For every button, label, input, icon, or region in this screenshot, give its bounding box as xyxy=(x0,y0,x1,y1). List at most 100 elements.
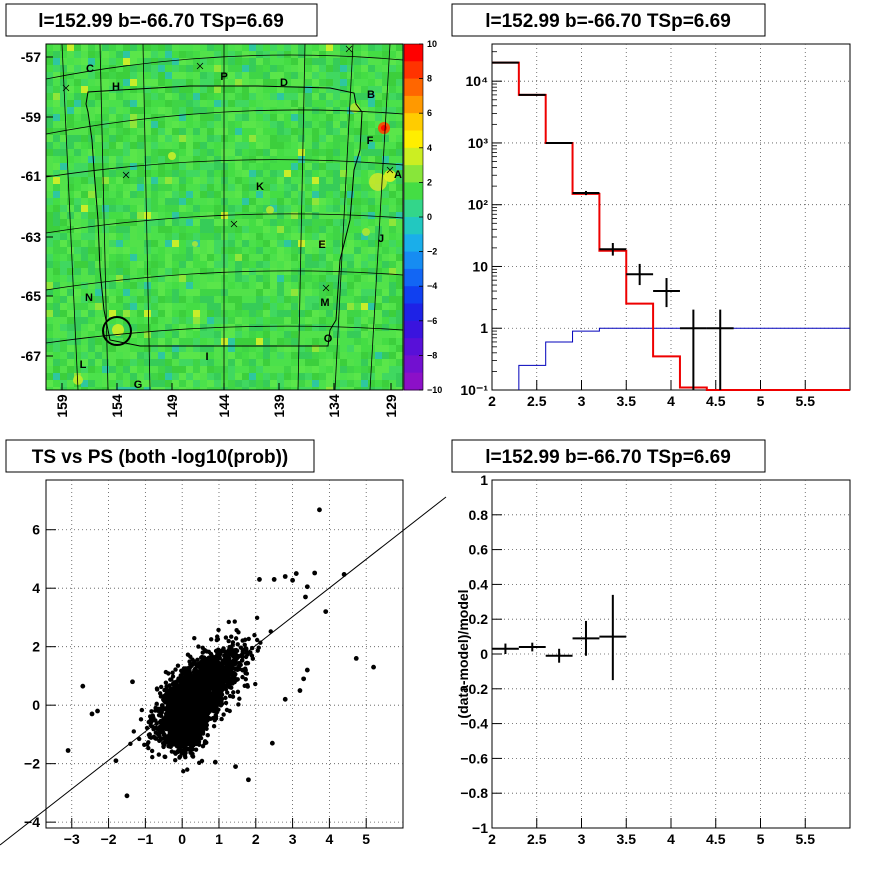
skymap-pixel xyxy=(312,184,319,191)
skymap-pixel xyxy=(179,345,186,352)
skymap-title: l=152.99 b=-66.70 TSp=6.69 xyxy=(38,11,284,32)
skymap-pixel xyxy=(396,198,403,205)
skymap-pixel xyxy=(291,303,298,310)
skymap-pixel xyxy=(179,233,186,240)
skymap-pixel xyxy=(193,226,200,233)
skymap-pixel xyxy=(319,261,326,268)
skymap-pixel xyxy=(284,296,291,303)
skymap-pixel xyxy=(242,366,249,373)
skymap-pixel xyxy=(256,93,263,100)
skymap-pixel xyxy=(67,317,74,324)
skymap-pixel xyxy=(53,198,60,205)
skymap-pixel xyxy=(200,72,207,79)
skymap-pixel xyxy=(102,303,109,310)
skymap-pixel xyxy=(53,359,60,366)
skymap-pixel xyxy=(123,149,130,156)
skymap-pixel xyxy=(151,156,158,163)
skymap-pixel xyxy=(368,373,375,380)
skymap-pixel xyxy=(277,303,284,310)
skymap-pixel xyxy=(53,296,60,303)
skymap-pixel xyxy=(256,296,263,303)
skymap-pixel xyxy=(186,100,193,107)
skymap-source-cross xyxy=(230,220,238,228)
skymap-pixel xyxy=(214,205,221,212)
skymap-pixel xyxy=(263,233,270,240)
skymap-pixel xyxy=(389,233,396,240)
skymap-pixel xyxy=(172,261,179,268)
skymap-pixel xyxy=(123,282,130,289)
skymap-pixel xyxy=(137,352,144,359)
skymap-pixel xyxy=(319,366,326,373)
skymap-pixel xyxy=(60,44,67,51)
skymap-pixel xyxy=(235,156,242,163)
skymap-pixel xyxy=(67,107,74,114)
skymap-pixel xyxy=(375,317,382,324)
skymap-pixel xyxy=(249,310,256,317)
background-model-histogram xyxy=(518,327,850,390)
skymap-pixel xyxy=(270,338,277,345)
skymap-pixel xyxy=(389,240,396,247)
skymap-pixel xyxy=(361,345,368,352)
skymap-pixel xyxy=(361,240,368,247)
skymap-pixel xyxy=(67,212,74,219)
skymap-pixel xyxy=(347,177,354,184)
skymap-pixel xyxy=(340,177,347,184)
skymap-pixel xyxy=(186,121,193,128)
skymap-pixel xyxy=(382,219,389,226)
skymap-pixel xyxy=(186,142,193,149)
skymap-pixel xyxy=(340,93,347,100)
skymap-pixel xyxy=(200,107,207,114)
skymap-pixel xyxy=(207,289,214,296)
skymap-pixel xyxy=(354,58,361,65)
skymap-pixel xyxy=(116,380,123,387)
skymap-pixel xyxy=(60,233,67,240)
skymap-pixel xyxy=(382,191,389,198)
skymap-pixel xyxy=(165,324,172,331)
skymap-pixel xyxy=(123,156,130,163)
skymap-pixel xyxy=(53,310,60,317)
skymap-pixel xyxy=(116,247,123,254)
skymap-pixel xyxy=(228,79,235,86)
skymap-pixel xyxy=(214,51,221,58)
skymap-pixel xyxy=(151,233,158,240)
skymap-pixel xyxy=(151,107,158,114)
skymap-pixel xyxy=(347,191,354,198)
skymap-pixel xyxy=(284,79,291,86)
skymap-pixel xyxy=(186,44,193,51)
skymap-pixel xyxy=(200,58,207,65)
skymap-pixel xyxy=(172,58,179,65)
scatter-point xyxy=(242,642,247,648)
skymap-pixel xyxy=(179,51,186,58)
skymap-pixel xyxy=(214,191,221,198)
skymap-pixel xyxy=(235,345,242,352)
skymap-pixel xyxy=(242,191,249,198)
skymap-pixel xyxy=(228,366,235,373)
skymap-pixel xyxy=(389,86,396,93)
skymap-pixel xyxy=(249,254,256,261)
skymap-pixel xyxy=(382,352,389,359)
skymap-pixel xyxy=(305,240,312,247)
skymap-pixel xyxy=(242,254,249,261)
skymap-pixel xyxy=(88,366,95,373)
skymap-pixel xyxy=(60,184,67,191)
skymap-pixel xyxy=(389,156,396,163)
skymap-pixel xyxy=(347,121,354,128)
skymap-pixel xyxy=(46,296,53,303)
skymap-pixel xyxy=(396,44,403,51)
skymap-pixel xyxy=(130,156,137,163)
skymap-pixel xyxy=(228,163,235,170)
skymap-pixel xyxy=(382,289,389,296)
skymap-pixel xyxy=(53,149,60,156)
skymap-pixel xyxy=(95,86,102,93)
skymap-pixel xyxy=(298,296,305,303)
skymap-pixel xyxy=(291,282,298,289)
skymap-pixel xyxy=(193,128,200,135)
skymap-pixel xyxy=(109,107,116,114)
skymap-pixel xyxy=(200,282,207,289)
skymap-pixel xyxy=(382,86,389,93)
skymap-pixel xyxy=(137,345,144,352)
skymap-pixel xyxy=(165,303,172,310)
skymap-pixel xyxy=(172,352,179,359)
skymap-pixel xyxy=(389,345,396,352)
